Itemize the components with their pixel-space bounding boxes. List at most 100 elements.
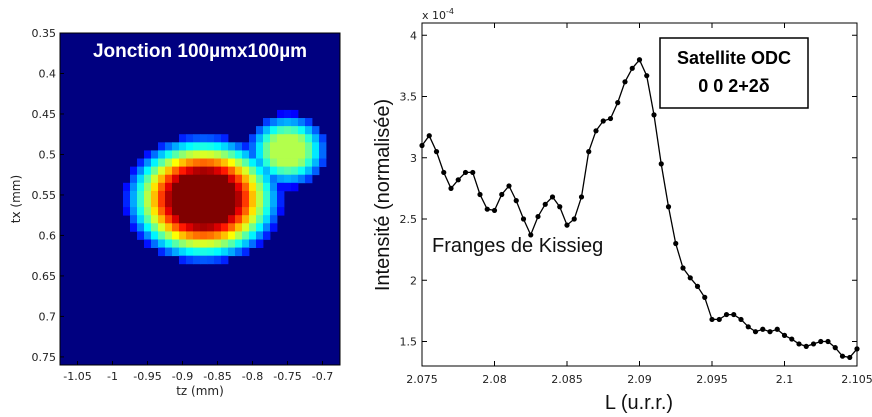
heatmap-cell xyxy=(200,158,208,168)
heatmap-y-tick-label: 0.4 xyxy=(39,67,57,80)
data-point xyxy=(825,338,831,345)
heatmap-cell xyxy=(123,199,131,208)
heatmap-cell xyxy=(207,158,215,168)
heatmap-cell xyxy=(158,207,166,216)
heatmap-cell xyxy=(228,182,236,192)
heatmap-cell xyxy=(242,158,250,168)
data-point xyxy=(426,133,432,139)
heatmap-cell xyxy=(249,231,257,240)
data-point xyxy=(803,343,809,349)
heatmap-cell xyxy=(256,199,264,208)
heatmap-cell xyxy=(193,207,201,216)
heatmap-cell xyxy=(172,231,180,240)
heatmap-cell xyxy=(242,150,250,159)
heatmap-x-tick-label: -0.85 xyxy=(203,370,231,383)
heatmap-cell xyxy=(277,134,285,143)
heatmap-cell xyxy=(228,223,236,232)
heatmap-cell xyxy=(249,166,257,176)
heatmap-cell xyxy=(137,166,145,176)
heatmap-cell xyxy=(165,247,173,257)
heatmap-cell xyxy=(242,231,250,240)
line-chart-x-tick-label: 2.09 xyxy=(627,373,652,386)
heatmap-cell xyxy=(214,158,222,168)
heatmap-cell xyxy=(158,239,166,248)
heatmap-cell xyxy=(263,231,271,240)
heatmap-cell xyxy=(137,199,145,208)
heatmap-cell xyxy=(165,166,173,176)
heatmap-cell xyxy=(263,207,271,216)
heatmap-cell xyxy=(123,182,131,192)
heatmap-x-tick-label: -0.9 xyxy=(172,370,193,383)
heatmap-cell xyxy=(179,223,187,232)
data-point xyxy=(745,324,751,330)
heatmap-cell xyxy=(137,207,145,216)
heatmap-cell xyxy=(179,207,187,216)
heatmap-cell xyxy=(123,190,131,200)
data-point xyxy=(716,316,722,323)
heatmap-cell xyxy=(284,109,292,119)
heatmap-cell xyxy=(249,182,257,192)
heatmap-cell xyxy=(214,182,222,192)
heatmap-cell xyxy=(242,199,250,208)
heatmap-cell xyxy=(193,239,201,248)
heatmap-cell xyxy=(305,158,313,168)
heatmap-cell xyxy=(291,150,299,159)
heatmap-cell xyxy=(207,207,215,216)
heatmap-cell xyxy=(221,166,229,176)
data-point xyxy=(702,294,708,300)
data-point xyxy=(557,204,563,210)
data-point xyxy=(767,329,773,335)
heatmap-y-ticks: 0.35 0.4 0.45 0.5 0.55 0.6 0.65 0.7 0.75 xyxy=(32,27,64,364)
heatmap-cell xyxy=(249,158,257,168)
heatmap-cell xyxy=(263,134,271,143)
intensity-series-points xyxy=(419,57,860,361)
heatmap-cell xyxy=(263,223,271,232)
heatmap-y-tick-label: 0.75 xyxy=(32,351,57,364)
heatmap-cell xyxy=(165,215,173,224)
heatmap-cell xyxy=(144,150,152,159)
data-point xyxy=(673,240,679,247)
heatmap-cell xyxy=(242,223,250,232)
heatmap-cell xyxy=(228,158,236,168)
data-point xyxy=(470,169,476,176)
heatmap-cell xyxy=(207,174,215,184)
heatmap-x-tick-label: -0.7 xyxy=(312,370,333,383)
heatmap-cell xyxy=(270,142,278,151)
heatmap-cell xyxy=(291,174,299,184)
heatmap-cell xyxy=(214,231,222,240)
heatmap-cell xyxy=(228,174,236,184)
heatmap-cell xyxy=(193,174,201,184)
heatmap-cell xyxy=(277,118,285,127)
heatmap-cell xyxy=(277,126,285,135)
heatmap-cell xyxy=(137,231,145,240)
heatmap-cell xyxy=(242,190,250,200)
heatmap-cell xyxy=(207,223,215,232)
heatmap-cell xyxy=(144,199,152,208)
heatmap-cell xyxy=(249,215,257,224)
heatmap-cell xyxy=(207,190,215,200)
heatmap-cell xyxy=(235,166,243,176)
data-point xyxy=(854,346,860,352)
heatmap-cell xyxy=(298,126,306,135)
line-chart-y-tick-label: 3 xyxy=(410,152,417,165)
heatmap-cell xyxy=(172,223,180,232)
heatmap-cell xyxy=(200,231,208,240)
heatmap-cell xyxy=(256,142,264,151)
heatmap-cell xyxy=(214,199,222,208)
line-chart-y-tick-label: 2.5 xyxy=(400,213,418,226)
data-point xyxy=(687,275,693,281)
heatmap-cell xyxy=(263,174,271,184)
heatmap-cell xyxy=(144,158,152,168)
heatmap-cell xyxy=(186,223,194,232)
heatmap-cell xyxy=(256,126,264,135)
heatmap-cell xyxy=(256,174,264,184)
heatmap-cell xyxy=(214,150,222,159)
heatmap-cell xyxy=(242,207,250,216)
heatmap-cell xyxy=(179,150,187,159)
heatmap-cell xyxy=(221,174,229,184)
heatmap-cell xyxy=(193,231,201,240)
heatmap-cell xyxy=(277,190,285,200)
heatmap-cell xyxy=(284,150,292,159)
heatmap-cell xyxy=(263,142,271,151)
heatmap-cell xyxy=(186,247,194,257)
